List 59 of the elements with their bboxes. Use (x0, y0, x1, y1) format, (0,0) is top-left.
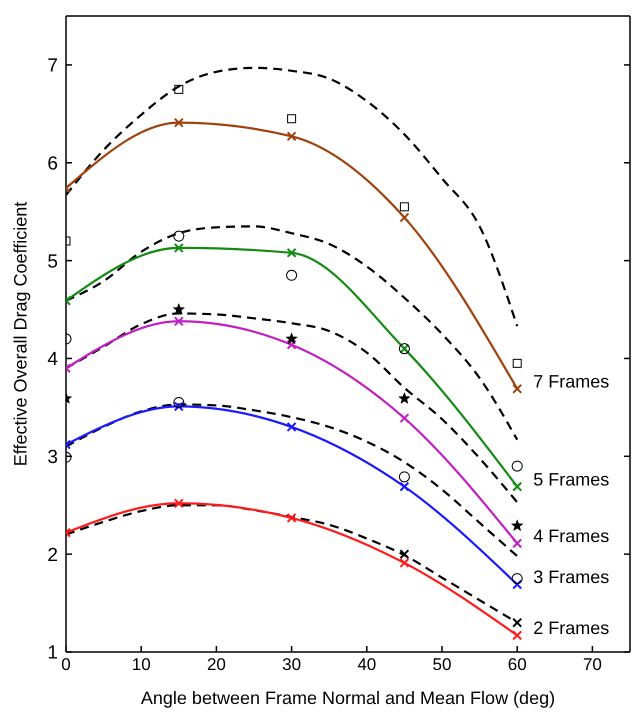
point (286, 248, 297, 258)
point (399, 413, 410, 424)
series-label: 3 Frames (533, 567, 610, 588)
point (286, 131, 297, 142)
point (286, 332, 298, 344)
y-tick-label: 2 (47, 544, 58, 566)
point (512, 460, 523, 472)
point (399, 482, 410, 492)
y-tick-label: 6 (47, 154, 58, 175)
point (286, 512, 297, 523)
point (173, 396, 184, 408)
point (172, 303, 185, 315)
x-tick-label: 20 (206, 655, 226, 674)
y-tick-label: 7 (47, 56, 58, 77)
point (398, 392, 410, 404)
point (174, 242, 184, 253)
point (399, 212, 410, 223)
x-tick-label: 0 (61, 655, 71, 674)
point (512, 358, 522, 368)
point (174, 84, 184, 94)
series-label: 5 Frames (533, 469, 610, 490)
point (287, 114, 296, 124)
y-tick-label: 3 (47, 447, 58, 468)
point (512, 482, 522, 492)
y-tick-label: 5 (47, 251, 58, 272)
x-tick-label: 60 (508, 655, 527, 674)
point (286, 340, 297, 350)
point (400, 202, 409, 212)
point (399, 549, 410, 560)
x-tick-label: 70 (582, 655, 602, 674)
x-tick-label: 50 (432, 655, 452, 674)
point (512, 538, 522, 548)
point (512, 384, 522, 394)
y-axis-title: Effective Overall Drag Coefficient (10, 202, 30, 466)
point (174, 401, 184, 412)
point (173, 230, 184, 242)
x-tick-label: 40 (357, 655, 376, 674)
point (512, 579, 522, 590)
x-axis-title: Angle between Frame Normal and Mean Flow (deg) (140, 688, 556, 708)
series-label: 4 Frames (533, 526, 610, 546)
x-tick-label: 10 (132, 655, 151, 674)
line-series (66, 225, 518, 441)
x-tick-label: 30 (282, 655, 302, 674)
series-label: 2 Frames (533, 618, 610, 638)
y-tick-label: 4 (47, 349, 58, 370)
point (399, 558, 410, 568)
point (512, 618, 522, 628)
point (174, 316, 184, 326)
point (512, 630, 522, 640)
point (286, 422, 297, 432)
point (512, 573, 523, 584)
point (286, 270, 298, 281)
line-series (66, 504, 518, 624)
point (398, 471, 410, 482)
series-label: 7 Frames (533, 372, 610, 392)
y-tick-label: 1 (47, 642, 58, 664)
point (174, 118, 184, 128)
point (511, 520, 524, 531)
point (174, 498, 184, 508)
